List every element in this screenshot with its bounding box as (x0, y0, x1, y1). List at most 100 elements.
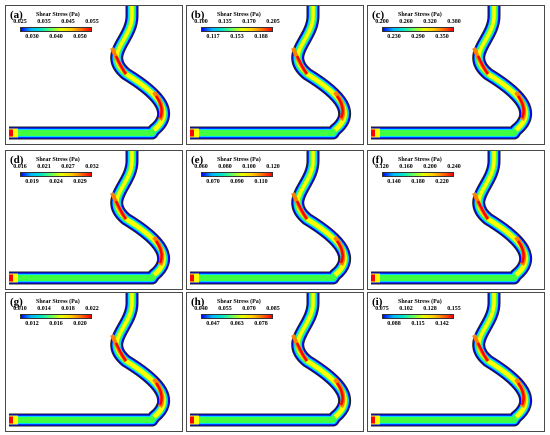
channel-wall-low-stress (9, 151, 170, 284)
contour-panel: (g) Shear Stress (Pa) 0.010 0.014 0.018 0.022… (5, 292, 183, 432)
contour-panel: (c) Shear Stress (Pa) 0.200 0.260 0.320 0.380… (367, 5, 545, 145)
colorbar (382, 172, 454, 177)
channel-outline (190, 293, 352, 427)
channel-contour-svg (190, 6, 352, 140)
channel-wall-band (190, 6, 349, 138)
colorbar (201, 172, 273, 177)
colorbar (20, 27, 92, 32)
colorbar-tick-bottom: 0.230 (387, 34, 401, 40)
channel-wall-band (371, 293, 530, 425)
colorbar-tick-bottom: 0.117 (206, 34, 220, 40)
colorbar (20, 314, 92, 319)
colorbar-tick-bottom: 0.142 (435, 321, 449, 327)
upper-bend-peak (295, 200, 308, 220)
contour-panel: (b) Shear Stress (Pa) 0.100 0.135 0.170 0.205… (186, 5, 364, 145)
colorbar-tick-top: 0.102 (399, 306, 413, 312)
contour-panel: (h) Shear Stress (Pa) 0.040 0.055 0.070 0.085… (186, 292, 364, 432)
colorbar-tick-top: 0.160 (399, 164, 413, 170)
upper-bend-peak (476, 55, 489, 75)
contour-panel: (e) Shear Stress (Pa) 0.060 0.080 0.100 0.120… (186, 150, 364, 290)
channel-outline (9, 151, 171, 285)
panel-label: (g) (10, 296, 23, 308)
panel-label: (a) (10, 9, 23, 21)
channel-core-band (9, 151, 167, 281)
channel-outline (371, 151, 533, 285)
colorbar-tick-bottom: 0.115 (411, 321, 425, 327)
colorbar-tick-top: 0.027 (61, 164, 75, 170)
colorbar-tick-top: 0.055 (85, 19, 99, 25)
channel-core-band (9, 293, 167, 423)
colorbar-tick-top: 0.032 (85, 164, 99, 170)
legend-title: Shear Stress (Pa) (217, 299, 261, 305)
channel-wall-band (9, 293, 168, 425)
legend-title: Shear Stress (Pa) (36, 157, 80, 163)
colorbar-tick-top: 0.200 (375, 19, 389, 25)
colorbar-tick-top: 0.170 (242, 19, 256, 25)
channel-contour-svg (371, 151, 533, 285)
colorbar (382, 314, 454, 319)
colorbar-tick-top: 0.021 (37, 164, 51, 170)
colorbar-tick-bottom: 0.012 (25, 321, 39, 327)
colorbar-tick-bottom: 0.063 (230, 321, 244, 327)
colorbar-tick-bottom: 0.180 (411, 179, 425, 185)
colorbar-tick-bottom: 0.090 (230, 179, 244, 185)
colorbar-tick-bottom: 0.016 (49, 321, 63, 327)
upper-bend-peak (295, 55, 308, 75)
channel-wall-low-stress (371, 6, 532, 139)
colorbar-tick-bottom: 0.019 (25, 179, 39, 185)
channel-core-band (190, 293, 348, 423)
colorbar-tick-bottom: 0.153 (230, 34, 244, 40)
colorbar-tick-top: 0.155 (447, 306, 461, 312)
channel-contour-svg (9, 293, 171, 427)
upper-bend-peak (114, 342, 127, 362)
channel-contour-svg (9, 6, 171, 140)
lower-bend-peak (154, 382, 163, 406)
colorbar-tick-bottom: 0.290 (411, 34, 425, 40)
channel-outline (9, 293, 171, 427)
legend-title: Shear Stress (Pa) (217, 157, 261, 163)
channel-core-band (371, 151, 529, 281)
colorbar-tick-bottom: 0.110 (254, 179, 268, 185)
colorbar-tick-bottom: 0.088 (387, 321, 401, 327)
contour-panel: (f) Shear Stress (Pa) 0.120 0.160 0.200 0.240… (367, 150, 545, 290)
colorbar-tick-bottom: 0.350 (435, 34, 449, 40)
channel-wall-band (371, 151, 530, 283)
channel-wall-low-stress (190, 6, 351, 139)
panel-label: (b) (191, 9, 205, 21)
contour-panel: (a) Shear Stress (Pa) 0.025 0.035 0.045 0.055… (5, 5, 183, 145)
channel-wall-low-stress (190, 151, 351, 284)
channel-wall-band (190, 293, 349, 425)
channel-wall-band (9, 6, 168, 138)
colorbar-tick-top: 0.045 (61, 19, 75, 25)
panel-label: (i) (372, 296, 383, 308)
channel-contour-svg (190, 151, 352, 285)
colorbar-tick-top: 0.120 (375, 164, 389, 170)
colorbar-tick-top: 0.320 (423, 19, 437, 25)
legend-title: Shear Stress (Pa) (398, 157, 442, 163)
colorbar-tick-bottom: 0.020 (73, 321, 87, 327)
channel-core-band (371, 293, 529, 423)
channel-core-band (190, 151, 348, 281)
channel-wall-low-stress (190, 293, 351, 426)
upper-bend-peak (476, 342, 489, 362)
upper-bend-peak (114, 200, 127, 220)
colorbar-tick-top: 0.070 (242, 306, 256, 312)
channel-outline (371, 293, 533, 427)
channel-wall-low-stress (371, 293, 532, 426)
channel-contour-svg (9, 151, 171, 285)
colorbar-tick-top: 0.022 (85, 306, 99, 312)
lower-bend-peak (154, 240, 163, 264)
colorbar-tick-top: 0.120 (266, 164, 280, 170)
colorbar-tick-top: 0.135 (218, 19, 232, 25)
panel-label: (d) (10, 154, 24, 166)
contour-panel: (d) Shear Stress (Pa) 0.016 0.021 0.027 0.032… (5, 150, 183, 290)
colorbar-tick-top: 0.100 (194, 19, 208, 25)
colorbar-tick-bottom: 0.140 (387, 179, 401, 185)
colorbar-tick-bottom: 0.070 (206, 179, 220, 185)
lower-bend-peak (516, 240, 525, 264)
channel-wall-band (371, 6, 530, 138)
channel-outline (9, 6, 171, 140)
colorbar-tick-bottom: 0.188 (254, 34, 268, 40)
channel-contour-svg (371, 6, 533, 140)
